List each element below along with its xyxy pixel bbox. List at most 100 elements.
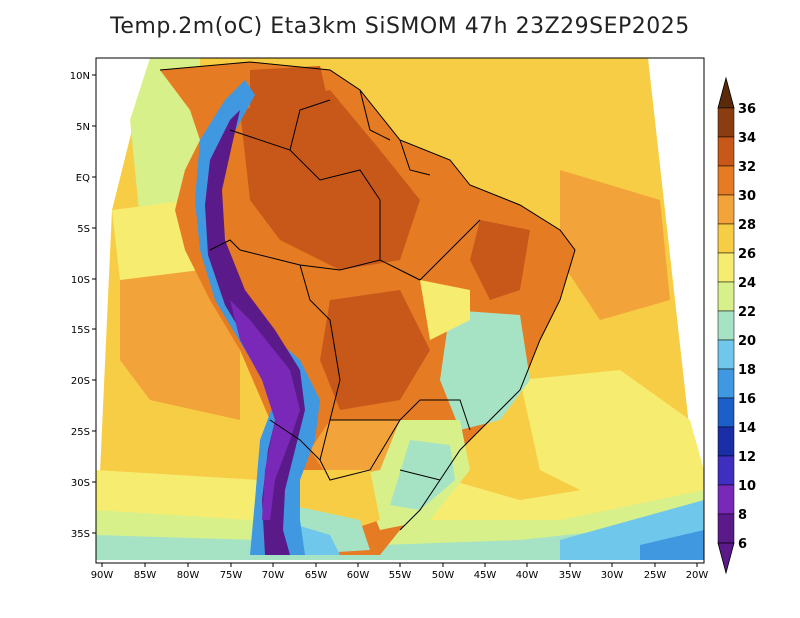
lat-tick: 30S [71, 478, 96, 489]
svg-text:60W: 60W [347, 570, 370, 581]
svg-text:75W: 75W [220, 570, 243, 581]
ocean-orange-pacific [120, 270, 240, 420]
lat-tick: 35S [71, 529, 96, 540]
amazon-hot [240, 90, 420, 270]
colorbar-segment [717, 310, 735, 341]
lon-tick: 35W [559, 563, 582, 581]
lat-tick: 10S [71, 275, 96, 286]
map-title: Temp.2m(oC) Eta3km SiSMOM 47h 23Z29SEP20… [110, 14, 690, 39]
colorbar-label: 26 [738, 247, 756, 262]
colorbar-label: 30 [738, 189, 756, 204]
colorbar-segment [717, 136, 735, 167]
svg-text:55W: 55W [389, 570, 412, 581]
lon-tick: 60W [347, 563, 370, 581]
svg-text:EQ: EQ [76, 173, 90, 184]
svg-text:15S: 15S [71, 325, 90, 336]
lon-tick: 30W [601, 563, 624, 581]
lon-tick: 65W [305, 563, 328, 581]
lat-tick: 5S [77, 224, 96, 235]
svg-text:25W: 25W [644, 570, 667, 581]
colorbar-label: 34 [738, 131, 756, 146]
colorbar-segment [717, 426, 735, 457]
colorbar-segment [717, 223, 735, 254]
lon-tick: 55W [389, 563, 412, 581]
colorbar-label: 32 [738, 160, 756, 175]
lat-tick: 20S [71, 376, 96, 387]
colorbar-label: 8 [738, 508, 747, 523]
lon-tick: 80W [177, 563, 200, 581]
svg-text:45W: 45W [474, 570, 497, 581]
svg-text:10S: 10S [71, 275, 90, 286]
colorbar-segment [717, 281, 735, 312]
colorbar-label: 16 [738, 392, 756, 407]
temperature-field [96, 58, 704, 563]
svg-text:70W: 70W [262, 570, 285, 581]
lon-tick: 50W [432, 563, 455, 581]
lon-tick: 25W [644, 563, 667, 581]
svg-text:80W: 80W [177, 570, 200, 581]
colorbar-label: 20 [738, 334, 756, 349]
colorbar-segment [717, 368, 735, 399]
svg-text:35W: 35W [559, 570, 582, 581]
colorbar-segment [717, 165, 735, 196]
colorbar-segment [717, 513, 735, 544]
colorbar-label: 10 [738, 479, 756, 494]
svg-text:5N: 5N [76, 122, 90, 133]
svg-text:50W: 50W [432, 570, 455, 581]
svg-text:65W: 65W [305, 570, 328, 581]
colorbar-label: 6 [738, 537, 747, 552]
lon-tick: 70W [262, 563, 285, 581]
svg-text:25S: 25S [71, 427, 90, 438]
svg-text:85W: 85W [134, 570, 157, 581]
lat-tick: 5N [76, 122, 96, 133]
ocean-atlantic-south-cool [520, 370, 704, 500]
svg-text:20S: 20S [71, 376, 90, 387]
colorbar-label: 18 [738, 363, 756, 378]
colorbar-segment [717, 397, 735, 428]
venezuela-hot [250, 66, 330, 130]
lon-tick: 45W [474, 563, 497, 581]
northeast-hot [470, 220, 530, 300]
ocean-southeast-deep [640, 530, 704, 560]
lat-tick: EQ [76, 173, 96, 184]
latitude-axis: 10N 5N EQ 5S 10S 15S 20S 25S 30S 35S [70, 71, 96, 540]
south-brazil-cyan [390, 440, 455, 510]
svg-text:30W: 30W [601, 570, 624, 581]
highlands-yellow [420, 280, 470, 340]
colorbar-label: 22 [738, 305, 756, 320]
colorbar-segment [717, 252, 735, 283]
colorbar-label: 12 [738, 450, 756, 465]
lon-tick: 75W [220, 563, 243, 581]
lat-tick: 25S [71, 427, 96, 438]
colorbar-label: 28 [738, 218, 756, 233]
ocean-south-cyan [96, 520, 704, 560]
lon-tick: 40W [516, 563, 539, 581]
lon-tick: 85W [134, 563, 157, 581]
colorbar-segment [717, 107, 735, 138]
central-hot [320, 290, 430, 410]
colorbar-segment [717, 194, 735, 225]
colorbar-bottom-arrow [717, 542, 735, 575]
colorbar-label: 36 [738, 102, 756, 117]
colorbar-label: 14 [738, 421, 756, 436]
chaco-orange [310, 420, 400, 480]
svg-text:40W: 40W [516, 570, 539, 581]
lon-tick: 90W [91, 563, 114, 581]
andes-deep-purple [230, 300, 300, 520]
svg-text:5S: 5S [77, 224, 90, 235]
colorbar-label: 24 [738, 276, 756, 291]
colorbar-top-arrow [717, 76, 735, 109]
longitude-axis: 90W 85W 80W 75W 70W 65W 60W 55W 50W 45W … [91, 563, 709, 581]
svg-text:90W: 90W [91, 570, 114, 581]
svg-text:10N: 10N [70, 71, 90, 82]
lat-tick: 10N [70, 71, 96, 82]
lon-tick: 20W [686, 563, 709, 581]
colorbar: 36 34 32 30 28 26 24 22 20 18 16 14 12 10 8 6 [717, 76, 756, 575]
colorbar-segment [717, 484, 735, 515]
highlands-cool [440, 310, 530, 430]
svg-text:30S: 30S [71, 478, 90, 489]
lat-tick: 15S [71, 325, 96, 336]
country-borders [159, 61, 576, 531]
svg-text:20W: 20W [686, 570, 709, 581]
